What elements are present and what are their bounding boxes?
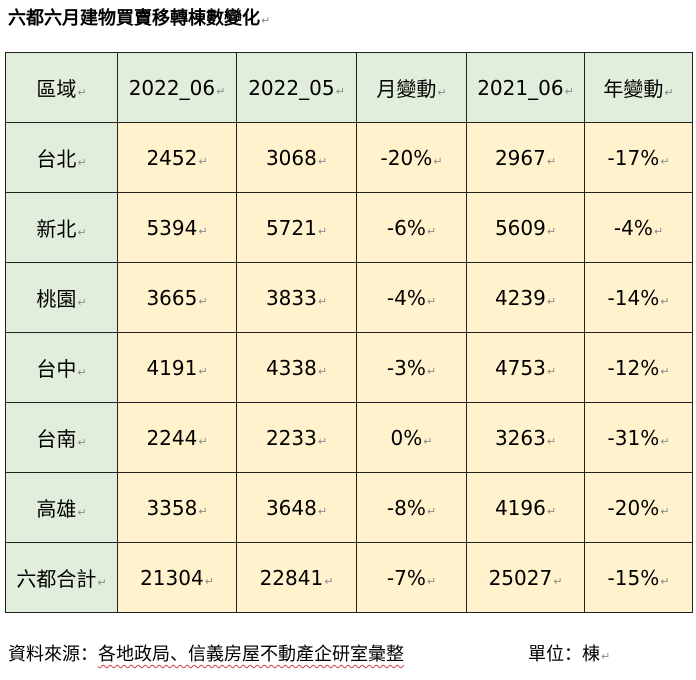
- value-cell: -4%↵: [584, 192, 693, 263]
- title-text: 六都六月建物買賣移轉棟數變化: [8, 8, 260, 29]
- region-cell: 桃園↵: [5, 262, 118, 333]
- value-cell: 4338↵: [236, 332, 357, 403]
- value-cell: 2452↵: [117, 122, 237, 193]
- value-cell: -20%↵: [584, 472, 693, 543]
- column-header: 區域↵: [5, 52, 118, 123]
- value-cell: 2244↵: [117, 402, 237, 473]
- table-body: 區域↵ 2022_06↵ 2022_05↵ 月變動↵ 2021_06↵ 年變動↵…: [5, 52, 693, 613]
- value-cell: 5609↵: [466, 192, 585, 263]
- value-cell: 4196↵: [466, 472, 585, 543]
- value-cell: 4753↵: [466, 332, 585, 403]
- value-cell: -6%↵: [356, 192, 467, 263]
- region-cell: 台北↵: [5, 122, 118, 193]
- value-cell: -17%↵: [584, 122, 693, 193]
- value-cell: 22841↵: [236, 542, 357, 613]
- value-cell: -12%↵: [584, 332, 693, 403]
- column-header: 月變動↵: [356, 52, 467, 123]
- table-row: 台北↵ 2452↵ 3068↵ -20%↵ 2967↵ -17%↵: [5, 122, 693, 193]
- source-label: 資料來源：: [8, 644, 98, 665]
- table-row: 桃園↵ 3665↵ 3833↵ -4%↵ 4239↵ -14%↵: [5, 262, 693, 333]
- value-cell: 0%↵: [356, 402, 467, 473]
- column-header: 2022_06↵: [117, 52, 237, 123]
- footer-note: 資料來源：各地政局、信義房屋不動產企研室彙整 單位：棟↵: [8, 640, 610, 670]
- value-cell: 3263↵: [466, 402, 585, 473]
- value-cell: 4191↵: [117, 332, 237, 403]
- value-cell: 5394↵: [117, 192, 237, 263]
- value-cell: -20%↵: [356, 122, 467, 193]
- value-cell: 25027↵: [466, 542, 585, 613]
- value-cell: -4%↵: [356, 262, 467, 333]
- value-cell: 3665↵: [117, 262, 237, 333]
- value-cell: -31%↵: [584, 402, 693, 473]
- region-cell: 高雄↵: [5, 472, 118, 543]
- value-cell: 5721↵: [236, 192, 357, 263]
- value-cell: 3358↵: [117, 472, 237, 543]
- column-header: 2022_05↵: [236, 52, 357, 123]
- value-cell: 21304↵: [117, 542, 237, 613]
- value-cell: -7%↵: [356, 542, 467, 613]
- region-cell: 新北↵: [5, 192, 118, 263]
- region-cell: 六都合計↵: [5, 542, 118, 613]
- region-cell: 台中↵: [5, 332, 118, 403]
- value-cell: 2967↵: [466, 122, 585, 193]
- value-cell: 4239↵: [466, 262, 585, 333]
- value-cell: -14%↵: [584, 262, 693, 333]
- source-text: 各地政局、信義房屋不動產企研室彙整: [98, 644, 404, 665]
- table-row: 台南↵ 2244↵ 2233↵ 0%↵ 3263↵ -31%↵: [5, 402, 693, 473]
- column-header: 年變動↵: [584, 52, 693, 123]
- value-cell: 3648↵: [236, 472, 357, 543]
- value-cell: -3%↵: [356, 332, 467, 403]
- value-cell: 2233↵: [236, 402, 357, 473]
- value-cell: 3068↵: [236, 122, 357, 193]
- paragraph-mark: ↵: [261, 14, 271, 27]
- table-row: 高雄↵ 3358↵ 3648↵ -8%↵ 4196↵ -20%↵: [5, 472, 693, 543]
- table-row: 六都合計↵ 21304↵ 22841↵ -7%↵ 25027↵ -15%↵: [5, 542, 693, 613]
- region-cell: 台南↵: [5, 402, 118, 473]
- table-row: 台中↵ 4191↵ 4338↵ -3%↵ 4753↵ -12%↵: [5, 332, 693, 403]
- value-cell: 3833↵: [236, 262, 357, 333]
- transfer-table: 區域↵ 2022_06↵ 2022_05↵ 月變動↵ 2021_06↵ 年變動↵…: [5, 52, 693, 613]
- value-cell: -15%↵: [584, 542, 693, 613]
- page-title: 六都六月建物買賣移轉棟數變化↵: [8, 6, 270, 32]
- value-cell: -8%↵: [356, 472, 467, 543]
- table-header-row: 區域↵ 2022_06↵ 2022_05↵ 月變動↵ 2021_06↵ 年變動↵: [5, 52, 693, 123]
- unit-note: 單位：棟↵: [528, 644, 611, 665]
- column-header: 2021_06↵: [466, 52, 585, 123]
- table-row: 新北↵ 5394↵ 5721↵ -6%↵ 5609↵ -4%↵: [5, 192, 693, 263]
